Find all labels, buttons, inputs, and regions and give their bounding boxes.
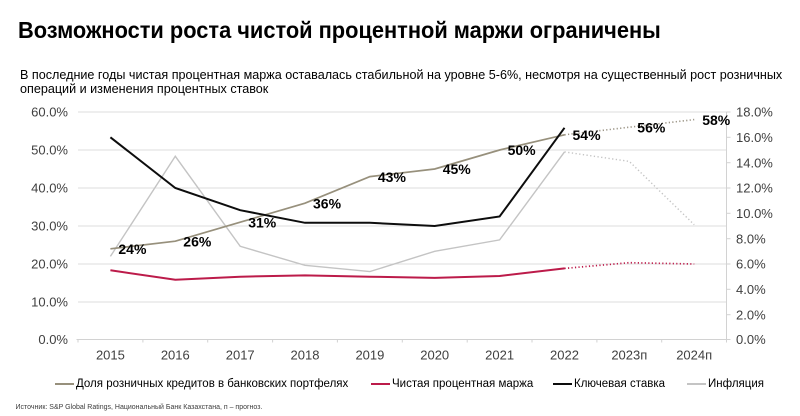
- svg-text:36%: 36%: [313, 195, 342, 211]
- svg-text:16.0%: 16.0%: [736, 130, 773, 145]
- svg-text:2015: 2015: [96, 348, 125, 363]
- svg-text:2.0%: 2.0%: [736, 307, 766, 322]
- svg-text:24%: 24%: [118, 241, 147, 257]
- svg-text:2022: 2022: [550, 348, 579, 363]
- svg-text:58%: 58%: [702, 112, 731, 128]
- svg-text:60.0%: 60.0%: [31, 105, 68, 120]
- svg-text:50%: 50%: [508, 142, 537, 158]
- svg-text:2018: 2018: [291, 348, 320, 363]
- svg-text:2016: 2016: [161, 348, 190, 363]
- svg-text:2023п: 2023п: [611, 348, 647, 363]
- svg-text:26%: 26%: [183, 233, 212, 249]
- svg-text:0.0%: 0.0%: [736, 332, 766, 347]
- svg-text:14.0%: 14.0%: [736, 155, 773, 170]
- svg-text:18.0%: 18.0%: [736, 105, 773, 120]
- svg-text:10.0%: 10.0%: [736, 206, 773, 221]
- svg-text:6.0%: 6.0%: [736, 257, 766, 272]
- svg-text:30.0%: 30.0%: [31, 219, 68, 234]
- svg-text:2017: 2017: [226, 348, 255, 363]
- svg-text:2020: 2020: [420, 348, 449, 363]
- svg-text:2019: 2019: [355, 348, 384, 363]
- svg-text:2024п: 2024п: [676, 348, 712, 363]
- svg-text:12.0%: 12.0%: [736, 181, 773, 196]
- svg-text:45%: 45%: [443, 161, 472, 177]
- svg-text:0.0%: 0.0%: [38, 332, 68, 347]
- svg-text:10.0%: 10.0%: [31, 295, 68, 310]
- svg-text:43%: 43%: [378, 169, 407, 185]
- svg-text:2021: 2021: [485, 348, 514, 363]
- svg-text:54%: 54%: [573, 127, 602, 143]
- svg-text:40.0%: 40.0%: [31, 181, 68, 196]
- svg-text:4.0%: 4.0%: [736, 282, 766, 297]
- svg-text:56%: 56%: [637, 119, 666, 135]
- svg-text:20.0%: 20.0%: [31, 257, 68, 272]
- svg-text:31%: 31%: [248, 214, 277, 230]
- svg-text:8.0%: 8.0%: [736, 231, 766, 246]
- svg-text:50.0%: 50.0%: [31, 143, 68, 158]
